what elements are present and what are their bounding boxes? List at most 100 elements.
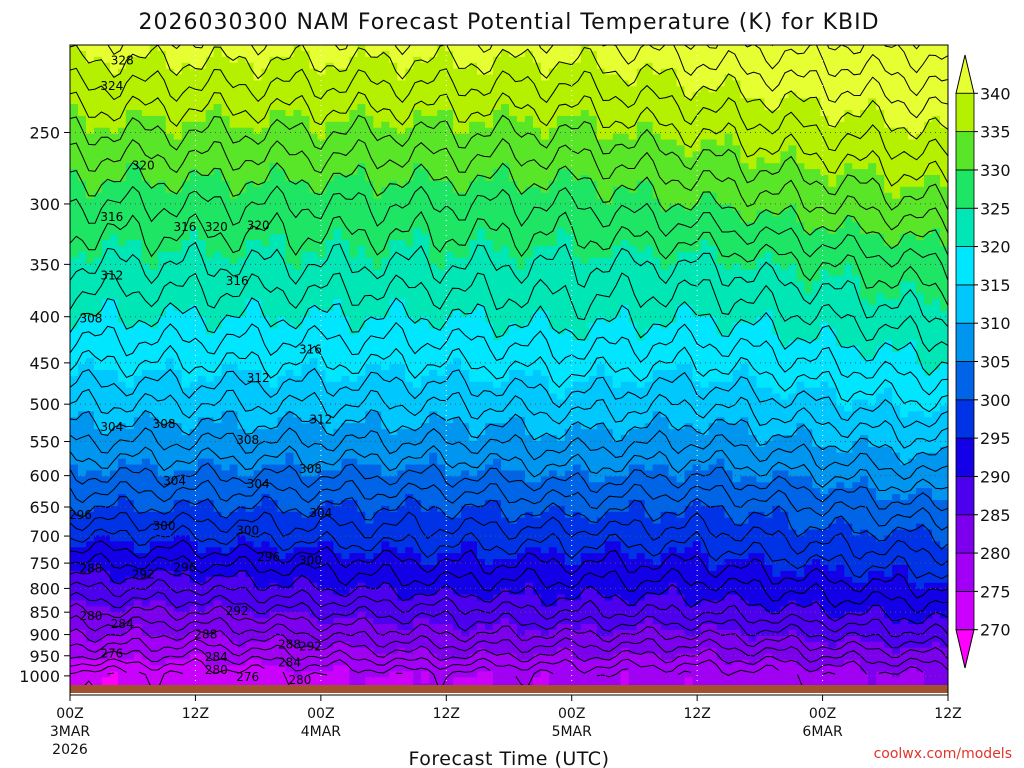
field-cell: [149, 559, 159, 566]
field-cell: [157, 446, 167, 454]
field-cell: [269, 240, 279, 247]
field-cell: [421, 240, 430, 247]
field-cell: [157, 257, 167, 265]
field-cell: [181, 458, 191, 466]
field-cell: [77, 151, 87, 158]
field-cell: [157, 180, 167, 188]
field-cell: [141, 287, 151, 294]
field-cell: [429, 293, 438, 300]
field-cell: [93, 423, 103, 430]
field-cell: [277, 346, 287, 353]
field-cell: [293, 624, 303, 631]
field-cell: [269, 641, 279, 649]
field-cell: [165, 553, 175, 560]
field-cell: [261, 346, 271, 353]
field-cell: [189, 127, 199, 135]
field-cell: [341, 175, 350, 182]
field-cell: [293, 635, 303, 643]
field-cell: [309, 370, 319, 377]
field-cell: [349, 257, 358, 265]
field-cell: [421, 630, 430, 637]
field-cell: [261, 488, 271, 495]
field-cell: [261, 364, 271, 371]
field-cell: [349, 275, 358, 282]
field-cell: [157, 115, 167, 123]
field-cell: [125, 665, 135, 672]
field-cell: [101, 45, 111, 52]
field-cell: [269, 74, 279, 82]
field-cell: [341, 665, 350, 672]
field-cell: [357, 517, 366, 525]
field-cell: [85, 370, 95, 377]
field-cell: [349, 671, 358, 678]
field-cell: [237, 565, 247, 572]
field-cell: [245, 293, 255, 300]
field-cell: [405, 659, 414, 667]
field-cell: [381, 157, 390, 164]
field-cell: [261, 293, 271, 300]
field-cell: [429, 192, 438, 200]
field-cell: [117, 594, 127, 602]
field-cell: [189, 92, 199, 99]
field-cell: [173, 133, 183, 141]
field-cell: [373, 115, 382, 123]
field-cell: [397, 352, 406, 359]
field-cell: [197, 269, 207, 277]
field-cell: [253, 671, 263, 678]
field-cell: [181, 169, 191, 176]
field-cell: [285, 553, 295, 560]
field-cell: [381, 269, 390, 277]
field-cell: [165, 464, 175, 472]
field-cell: [317, 240, 327, 247]
field-cell: [77, 316, 87, 324]
field-cell: [405, 352, 414, 359]
field-cell: [413, 240, 422, 247]
field-cell: [229, 50, 239, 58]
field-cell: [157, 299, 167, 306]
field-cell: [189, 417, 199, 424]
field-cell: [325, 517, 334, 525]
field-cell: [77, 647, 87, 655]
field-cell: [101, 405, 111, 412]
field-cell: [421, 594, 430, 602]
field-cell: [237, 62, 247, 70]
field-cell: [285, 145, 295, 152]
field-cell: [389, 245, 398, 253]
field-cell: [341, 86, 350, 93]
field-cell: [189, 245, 199, 253]
field-cell: [133, 62, 143, 70]
field-cell: [93, 440, 103, 448]
field-cell: [93, 511, 103, 519]
field-cell: [261, 104, 271, 111]
field-cell: [181, 334, 191, 342]
field-cell: [149, 334, 159, 342]
field-cell: [245, 222, 255, 229]
field-cell: [213, 121, 223, 129]
field-cell: [325, 553, 334, 560]
field-cell: [309, 505, 319, 513]
field-cell: [101, 476, 111, 483]
field-cell: [333, 671, 342, 678]
field-cell: [197, 665, 207, 672]
field-cell: [413, 281, 422, 288]
field-cell: [309, 488, 319, 495]
field-cell: [261, 635, 271, 643]
field-cell: [125, 157, 135, 164]
field-cell: [229, 653, 239, 661]
field-cell: [413, 423, 422, 430]
field-cell: [381, 216, 390, 223]
field-cell: [413, 293, 422, 300]
field-cell: [381, 364, 390, 371]
field-cell: [269, 440, 279, 448]
field-cell: [285, 157, 295, 164]
field-cell: [173, 677, 183, 684]
field-cell: [277, 163, 287, 170]
field-cell: [117, 234, 127, 241]
field-cell: [237, 452, 247, 460]
field-cell: [277, 541, 287, 548]
field-cell: [101, 482, 111, 489]
field-cell: [261, 45, 271, 52]
field-cell: [285, 210, 295, 217]
field-cell: [237, 387, 247, 395]
field-cell: [181, 180, 191, 188]
